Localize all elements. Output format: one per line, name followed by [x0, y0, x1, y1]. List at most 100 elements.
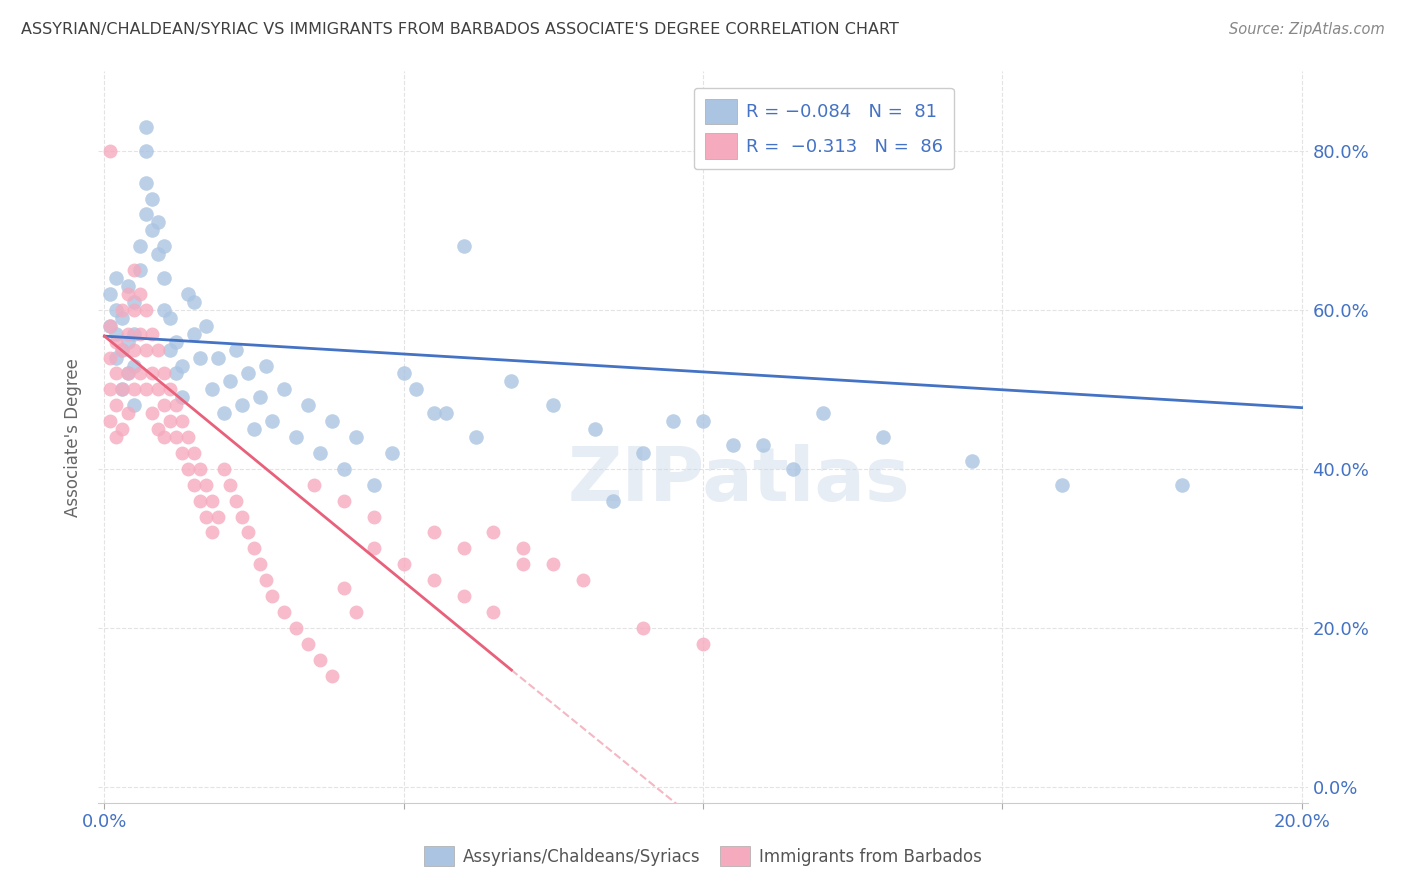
- Point: [135, 120, 157, 134]
- Point: [207, 351, 229, 365]
- Point: [129, 263, 152, 277]
- Point: [111, 310, 134, 325]
- Point: [117, 279, 139, 293]
- Point: [201, 525, 224, 540]
- Point: [872, 430, 894, 444]
- Point: [309, 653, 332, 667]
- Point: [188, 462, 211, 476]
- Point: [344, 430, 367, 444]
- Point: [141, 192, 163, 206]
- Point: [422, 525, 444, 540]
- Text: ASSYRIAN/CHALDEAN/SYRIAC VS IMMIGRANTS FROM BARBADOS ASSOCIATE'S DEGREE CORRELAT: ASSYRIAN/CHALDEAN/SYRIAC VS IMMIGRANTS F…: [21, 22, 898, 37]
- Point: [135, 176, 157, 190]
- Point: [183, 477, 205, 491]
- Point: [392, 367, 415, 381]
- Point: [111, 302, 134, 317]
- Point: [434, 406, 457, 420]
- Point: [195, 318, 218, 333]
- Point: [100, 383, 122, 397]
- Point: [165, 334, 187, 349]
- Point: [165, 367, 187, 381]
- Point: [135, 343, 157, 357]
- Point: [962, 454, 984, 468]
- Point: [212, 462, 235, 476]
- Point: [100, 318, 122, 333]
- Point: [172, 446, 194, 460]
- Point: [363, 509, 385, 524]
- Point: [111, 343, 134, 357]
- Point: [100, 287, 122, 301]
- Point: [105, 367, 128, 381]
- Point: [124, 383, 146, 397]
- Point: [177, 430, 200, 444]
- Point: [135, 383, 157, 397]
- Point: [453, 541, 475, 556]
- Point: [153, 430, 176, 444]
- Point: [482, 525, 505, 540]
- Point: [153, 302, 176, 317]
- Point: [231, 509, 253, 524]
- Point: [333, 581, 356, 595]
- Point: [543, 398, 565, 412]
- Point: [129, 239, 152, 253]
- Point: [105, 302, 128, 317]
- Point: [111, 343, 134, 357]
- Point: [159, 414, 181, 428]
- Point: [141, 223, 163, 237]
- Point: [543, 558, 565, 572]
- Legend: Assyrians/Chaldeans/Syriacs, Immigrants from Barbados: Assyrians/Chaldeans/Syriacs, Immigrants …: [418, 839, 988, 873]
- Point: [302, 477, 325, 491]
- Point: [721, 438, 744, 452]
- Point: [273, 383, 295, 397]
- Point: [453, 239, 475, 253]
- Point: [124, 302, 146, 317]
- Point: [124, 359, 146, 373]
- Point: [512, 541, 534, 556]
- Point: [236, 525, 259, 540]
- Point: [100, 144, 122, 158]
- Text: Source: ZipAtlas.com: Source: ZipAtlas.com: [1229, 22, 1385, 37]
- Point: [260, 414, 283, 428]
- Point: [105, 326, 128, 341]
- Point: [183, 294, 205, 309]
- Point: [153, 398, 176, 412]
- Point: [117, 287, 139, 301]
- Point: [195, 509, 218, 524]
- Point: [381, 446, 404, 460]
- Point: [117, 326, 139, 341]
- Point: [321, 414, 343, 428]
- Point: [219, 375, 242, 389]
- Point: [631, 621, 654, 635]
- Point: [309, 446, 332, 460]
- Point: [117, 367, 139, 381]
- Point: [100, 318, 122, 333]
- Point: [752, 438, 775, 452]
- Point: [141, 326, 163, 341]
- Point: [148, 422, 170, 436]
- Point: [129, 367, 152, 381]
- Point: [105, 430, 128, 444]
- Point: [692, 414, 714, 428]
- Point: [135, 207, 157, 221]
- Point: [212, 406, 235, 420]
- Point: [243, 541, 266, 556]
- Point: [105, 334, 128, 349]
- Point: [344, 605, 367, 619]
- Point: [321, 668, 343, 682]
- Point: [124, 343, 146, 357]
- Point: [111, 422, 134, 436]
- Y-axis label: Associate's Degree: Associate's Degree: [65, 358, 83, 516]
- Point: [165, 430, 187, 444]
- Point: [225, 493, 247, 508]
- Point: [453, 589, 475, 603]
- Point: [177, 462, 200, 476]
- Point: [1171, 477, 1194, 491]
- Point: [124, 398, 146, 412]
- Point: [129, 326, 152, 341]
- Point: [231, 398, 253, 412]
- Point: [207, 509, 229, 524]
- Legend: R = −0.084   N =  81, R =  −0.313   N =  86: R = −0.084 N = 81, R = −0.313 N = 86: [693, 87, 953, 169]
- Point: [422, 573, 444, 587]
- Point: [333, 493, 356, 508]
- Point: [111, 383, 134, 397]
